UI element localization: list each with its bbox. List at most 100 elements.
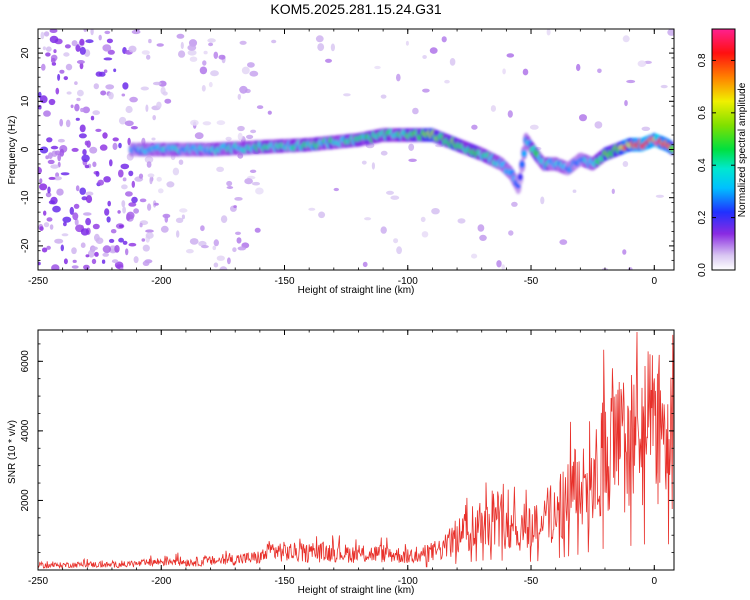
noise-blob [239,85,248,94]
noise-blob [172,167,180,176]
noise-blob [622,161,629,167]
noise-blob [641,126,651,131]
noise-blob [422,55,427,59]
noise-blob [479,234,487,241]
noise-blob [444,79,450,84]
noise-blob [120,163,130,170]
colorbar-tick-label: 0.8 [697,53,708,67]
noise-blob [106,38,113,44]
colorbar-tick-label: 0.2 [697,210,708,224]
noise-blob [102,132,108,139]
x-tick-label: -100 [398,576,418,587]
noise-blob [84,164,90,169]
noise-blob [146,54,151,60]
noise-blob [147,203,152,211]
noise-blob [131,180,135,188]
noise-blob [628,267,633,270]
noise-blob [133,208,140,214]
noise-blob [203,50,208,55]
noise-blob [146,161,152,168]
noise-blob [112,137,119,142]
noise-blob [118,116,127,125]
snr-x-axis: -250 -200 -150 -100 -50 0 [28,330,657,587]
noise-blob [60,172,70,176]
noise-blob [108,92,114,100]
noise-blob [52,205,61,213]
noise-blob [194,132,204,140]
spectrogram-noise [38,29,674,270]
noise-blob [315,35,324,43]
noise-blob [91,246,98,251]
noise-blob [42,46,47,51]
noise-blob [362,261,368,268]
noise-blob [79,38,85,46]
noise-blob [506,53,515,58]
spectrogram-x-label: Height of straight line (km) [298,285,415,296]
noise-blob [98,34,102,41]
noise-blob [210,70,219,77]
y-tick-label: 10 [20,95,31,107]
colorbar-gradient [711,28,736,271]
noise-blob [73,203,80,209]
noise-blob [364,217,372,221]
noise-blob [43,222,50,228]
noise-blob [92,223,100,230]
noise-blob [201,85,206,92]
noise-blob [202,60,207,66]
noise-blob [54,238,64,244]
noise-blob [622,35,630,43]
noise-blob [128,202,137,207]
noise-blob [74,103,80,112]
noise-blob [102,252,109,257]
noise-blob [55,172,60,178]
noise-blob [46,217,53,222]
noise-blob [39,146,49,154]
noise-blob [271,39,277,44]
noise-blob [594,121,603,129]
noise-blob [57,138,65,143]
noise-blob [626,79,636,84]
noise-blob [164,215,169,223]
noise-blob [158,188,164,194]
noise-blob [241,66,250,75]
noise-blob [343,93,351,97]
noise-blob [140,86,149,91]
noise-blob [308,207,316,211]
noise-blob [97,179,104,186]
noise-blob [122,177,127,182]
noise-blob [122,206,126,214]
noise-blob [100,90,107,96]
noise-blob [85,191,94,196]
noise-blob [82,149,87,156]
noise-blob [201,245,209,249]
snr-frame [37,329,675,571]
noise-blob [118,237,124,243]
ridge-core [517,173,523,181]
noise-blob [122,82,129,90]
noise-blob [106,216,111,223]
noise-blob [110,229,117,234]
spectrogram-x-axis: -250 -200 -150 -100 -50 0 [28,29,657,287]
noise-blob [79,187,86,195]
noise-blob [145,104,149,112]
noise-blob [61,233,69,237]
noise-blob [227,257,231,265]
noise-blob [501,264,506,270]
noise-blob [186,249,194,254]
noise-blob [112,142,118,150]
noise-blob [380,226,387,234]
noise-blob [213,239,219,247]
snr-y-label: SNR (10 * v/v) [7,420,18,484]
noise-blob [576,63,581,72]
noise-blob [420,216,426,223]
noise-blob [189,238,199,245]
noise-blob [237,125,245,132]
chart-title: KOM5.2025.281.15.24.G31 [270,1,441,17]
noise-blob [156,43,164,47]
noise-blob [39,226,44,232]
noise-blob [59,148,65,157]
noise-blob [38,166,42,175]
snr-panel: -250 -200 -150 -100 -50 0 2000 4000 6000 Height… [7,329,675,596]
noise-blob [142,260,150,266]
x-tick-label: 0 [651,576,657,587]
